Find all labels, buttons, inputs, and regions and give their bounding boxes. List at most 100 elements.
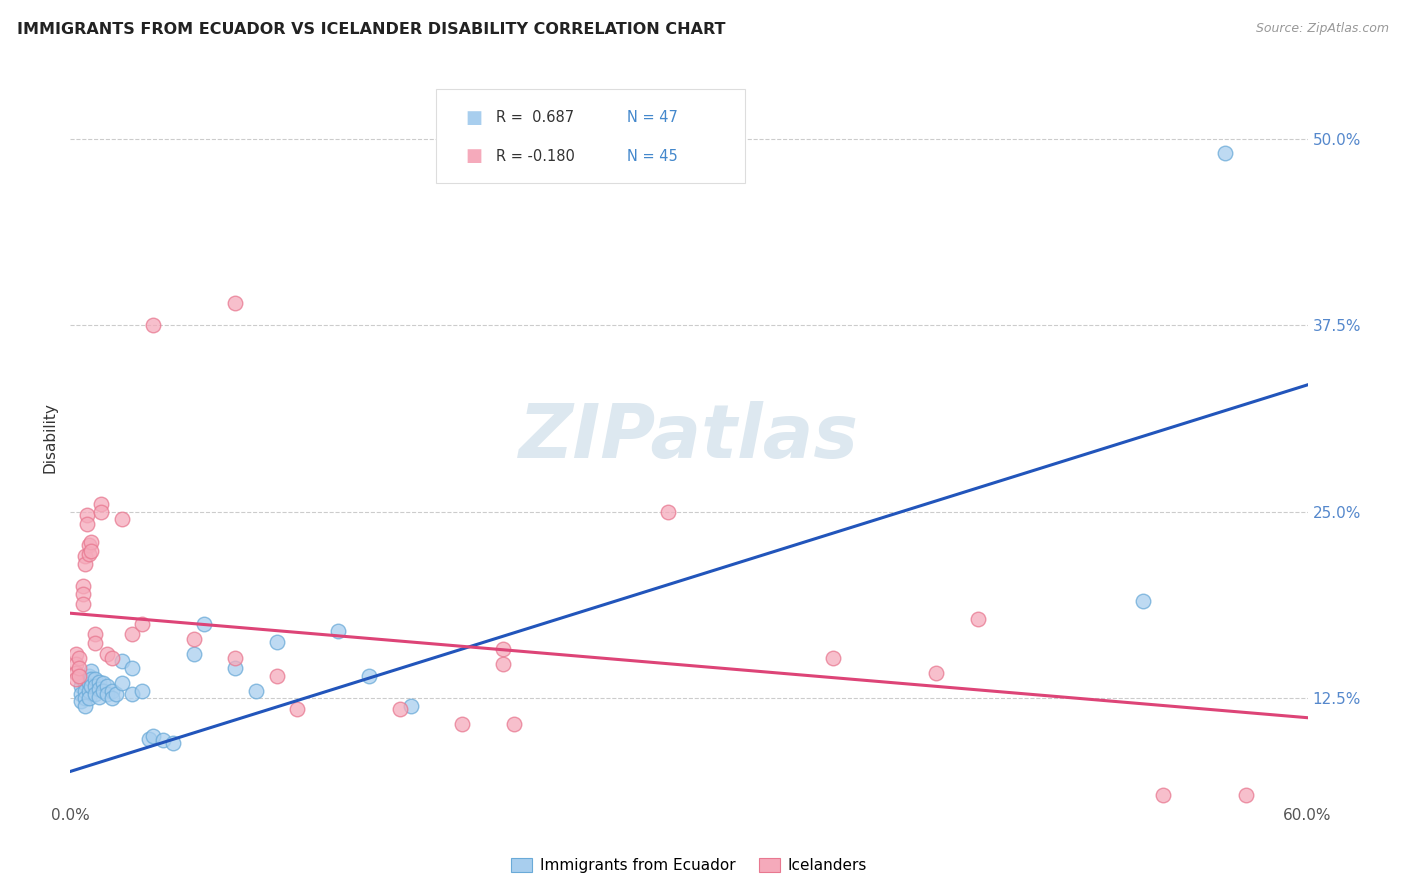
Point (492, 657, 515, 671)
Point (77, 683, 100, 698)
Point (142, 318, 165, 332)
Text: Source: ZipAtlas.com: Source: ZipAtlas.com (1256, 22, 1389, 36)
Point (89, 682, 111, 697)
Point (142, 729, 165, 743)
Point (69, 679, 91, 693)
Point (65, 647, 87, 661)
Point (84, 636, 107, 650)
Point (96, 679, 118, 693)
Point (389, 702, 412, 716)
Point (89, 674, 111, 689)
Point (76, 508, 98, 522)
Point (73, 676, 96, 690)
Point (84, 687, 107, 701)
Point (224, 661, 246, 675)
Point (823, 651, 845, 665)
Point (73, 557, 96, 571)
Point (80, 672, 103, 686)
Point (245, 683, 267, 698)
Point (111, 512, 134, 526)
Text: R =  0.687: R = 0.687 (496, 111, 575, 125)
Point (91, 676, 114, 690)
Point (224, 295, 246, 310)
Point (502, 716, 524, 731)
Point (100, 683, 122, 698)
Point (67, 661, 90, 675)
Point (73, 549, 96, 564)
Point (77, 669, 100, 683)
Point (80, 543, 103, 558)
Point (359, 669, 381, 683)
Point (183, 647, 205, 661)
Point (77, 676, 100, 690)
Text: ■: ■ (465, 109, 482, 127)
Point (657, 505, 679, 519)
Point (91, 683, 114, 698)
Point (77, 691, 100, 706)
Point (80, 665, 103, 679)
Text: N = 45: N = 45 (627, 149, 678, 163)
Point (69, 694, 91, 708)
Text: R = -0.180: R = -0.180 (496, 149, 575, 163)
Point (162, 736, 184, 750)
Point (67, 669, 90, 683)
Point (451, 716, 474, 731)
Point (1234, 789, 1257, 803)
Text: N = 47: N = 47 (627, 111, 678, 125)
Point (90, 497, 112, 511)
Point (183, 632, 205, 646)
Point (121, 661, 143, 675)
Point (131, 616, 153, 631)
Point (193, 616, 215, 631)
Point (399, 698, 422, 713)
Point (80, 534, 103, 549)
Point (1213, 146, 1236, 161)
Point (121, 687, 143, 701)
Point (266, 669, 288, 683)
Point (121, 627, 143, 641)
Point (72, 587, 94, 601)
Point (138, 731, 160, 746)
Legend: Immigrants from Ecuador, Icelanders: Immigrants from Ecuador, Icelanders (505, 852, 873, 880)
Point (966, 612, 988, 626)
Point (65, 657, 87, 671)
Point (72, 579, 94, 593)
Point (1132, 594, 1154, 608)
Point (104, 687, 127, 701)
Point (69, 672, 91, 686)
Text: IMMIGRANTS FROM ECUADOR VS ICELANDER DISABILITY CORRELATION CHART: IMMIGRANTS FROM ECUADOR VS ICELANDER DIS… (17, 22, 725, 37)
Point (100, 691, 122, 706)
Point (77, 547, 100, 561)
Point (77, 537, 100, 551)
Point (73, 683, 96, 698)
Point (84, 679, 107, 693)
Point (492, 642, 515, 657)
Point (328, 624, 350, 639)
Point (84, 627, 107, 641)
Point (1152, 789, 1174, 803)
Point (72, 597, 94, 611)
Point (76, 516, 98, 531)
Point (96, 687, 118, 701)
Point (285, 702, 308, 716)
Point (266, 634, 288, 648)
Point (73, 698, 96, 713)
Point (96, 647, 118, 661)
Point (69, 687, 91, 701)
Point (65, 672, 87, 686)
Text: ■: ■ (465, 147, 482, 165)
Point (80, 679, 103, 693)
Text: ZIPatlas: ZIPatlas (519, 401, 859, 474)
Point (224, 651, 246, 665)
Point (100, 651, 122, 665)
Point (152, 733, 174, 747)
Point (131, 683, 153, 698)
Point (73, 691, 96, 706)
Point (67, 651, 90, 665)
Point (111, 654, 134, 668)
Point (84, 672, 107, 686)
Point (90, 505, 112, 519)
Y-axis label: Disability: Disability (42, 401, 58, 473)
Point (65, 665, 87, 680)
Point (925, 665, 948, 680)
